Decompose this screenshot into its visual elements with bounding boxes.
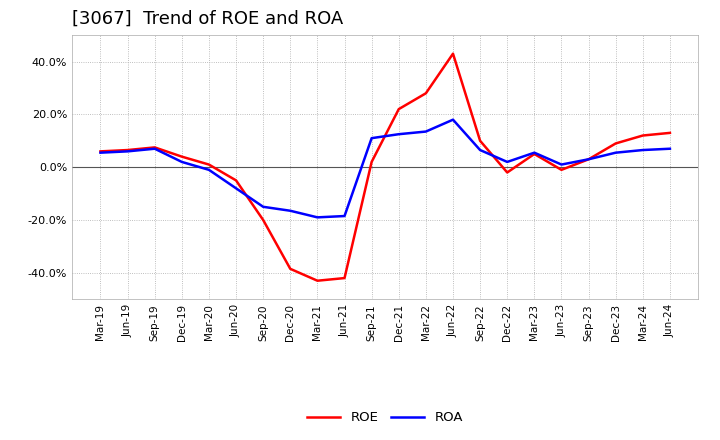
Line: ROA: ROA bbox=[101, 120, 670, 217]
ROA bbox=[150, 146, 159, 151]
ROE bbox=[178, 154, 186, 159]
ROE bbox=[557, 167, 566, 172]
ROE bbox=[259, 217, 268, 223]
ROE bbox=[421, 91, 430, 96]
ROE bbox=[639, 133, 647, 138]
ROE bbox=[204, 162, 213, 167]
ROA bbox=[584, 157, 593, 162]
ROA bbox=[232, 186, 240, 191]
ROE bbox=[286, 266, 294, 271]
ROE bbox=[150, 145, 159, 150]
ROA bbox=[476, 147, 485, 153]
ROE bbox=[341, 275, 349, 281]
ROA bbox=[367, 136, 376, 141]
ROA bbox=[178, 159, 186, 165]
ROA bbox=[449, 117, 457, 122]
ROA bbox=[421, 129, 430, 134]
ROA bbox=[286, 208, 294, 213]
ROE bbox=[313, 278, 322, 283]
ROE bbox=[123, 147, 132, 153]
ROA bbox=[96, 150, 105, 155]
ROA bbox=[503, 159, 511, 165]
ROA bbox=[530, 150, 539, 155]
ROE bbox=[232, 178, 240, 183]
ROE bbox=[530, 151, 539, 157]
ROE bbox=[503, 170, 511, 175]
ROA bbox=[313, 215, 322, 220]
ROA bbox=[341, 213, 349, 219]
ROE bbox=[611, 141, 620, 146]
ROA bbox=[611, 150, 620, 155]
Text: [3067]  Trend of ROE and ROA: [3067] Trend of ROE and ROA bbox=[72, 10, 343, 28]
ROA bbox=[665, 146, 674, 151]
ROE bbox=[665, 130, 674, 136]
ROE bbox=[476, 138, 485, 143]
ROA bbox=[395, 132, 403, 137]
ROE bbox=[367, 159, 376, 165]
Line: ROE: ROE bbox=[101, 54, 670, 281]
ROA bbox=[557, 162, 566, 167]
ROE bbox=[395, 106, 403, 112]
Legend: ROE, ROA: ROE, ROA bbox=[302, 406, 469, 430]
ROE bbox=[449, 51, 457, 56]
ROA bbox=[204, 167, 213, 172]
ROA bbox=[123, 149, 132, 154]
ROE bbox=[96, 149, 105, 154]
ROA bbox=[639, 147, 647, 153]
ROA bbox=[259, 204, 268, 209]
ROE bbox=[584, 157, 593, 162]
